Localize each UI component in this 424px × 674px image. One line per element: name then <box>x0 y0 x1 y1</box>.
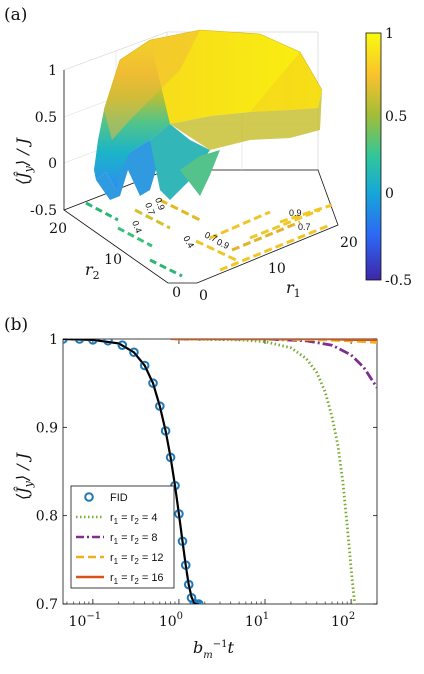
contour-label: 0.4 <box>130 219 144 234</box>
line-chart-b: 0.70.80.91 10−1 100 101 102 ⟨Ĵy⟩ / J bm−1t … <box>13 332 378 661</box>
y-tick-label: 0.9 <box>36 420 58 436</box>
legend-label-r12: r1 = r2 = 12 <box>110 552 164 566</box>
surface <box>94 29 323 200</box>
r2-tick-label: 10 <box>104 252 122 268</box>
y-tick-label: 0.8 <box>36 509 58 525</box>
z-tick-label: 1 <box>48 63 57 79</box>
contour-label: 0.7 <box>143 201 157 216</box>
fid-marker <box>148 378 158 388</box>
legend: FID r1 = r2 = 4 r1 = r2 = 8 r1 = r2 = 12… <box>70 485 175 589</box>
x-tick-label: 101 <box>245 611 269 630</box>
z-axis-label: ⟨Ĵy⟩ / J <box>13 136 35 185</box>
legend-label-fid: FID <box>110 492 128 504</box>
x-tick-label: 10−1 <box>69 611 102 630</box>
contour-label: 0.9 <box>215 237 231 251</box>
series-line-1 <box>178 339 357 604</box>
contour-label: 0.4 <box>181 234 196 250</box>
legend-label-r8: r1 = r2 = 8 <box>110 532 157 546</box>
fit-line <box>63 339 199 604</box>
panel-b-label: (b) <box>4 315 28 335</box>
contour-label: 0.9 <box>153 196 167 211</box>
series-group <box>63 339 377 604</box>
z-ticks: 1 0.5 0 -0.5 <box>30 63 57 219</box>
floor-contours <box>85 198 333 278</box>
y-tick-label: 0.7 <box>36 597 58 613</box>
legend-label-r16: r1 = r2 = 16 <box>110 572 164 586</box>
colorbar-tick: -0.5 <box>385 273 412 289</box>
r1-ticks: 0 10 20 <box>199 235 358 304</box>
contour-label: 0.7 <box>203 230 219 244</box>
r2-tick-label: 20 <box>49 221 67 237</box>
y-tick-label: 1 <box>49 332 58 348</box>
fid-marker <box>139 360 150 371</box>
contour-label: 0.9 <box>289 208 302 218</box>
x-tick-label: 102 <box>331 611 355 630</box>
colorbar-strip <box>365 32 382 281</box>
surface-3d-axes: 0.4 0.7 0.9 0.4 0.7 0.9 0.9 0.7 1 0.5 0 … <box>13 29 358 304</box>
fid-marker <box>193 599 204 604</box>
fid-marker <box>155 401 165 411</box>
r1-tick-label: 10 <box>268 261 286 277</box>
fid-marker <box>129 347 139 358</box>
legend-label-r4: r1 = r2 = 4 <box>110 512 157 526</box>
r1-tick-label: 20 <box>340 235 358 251</box>
colorbar: 1 0.5 0 -0.5 <box>365 26 412 289</box>
x-axis-label: bm−1t <box>193 638 234 661</box>
r2-tick-label: 0 <box>172 285 181 301</box>
colorbar-tick: 1 <box>385 26 394 42</box>
series-line-2 <box>178 339 377 389</box>
r1-tick-label: 0 <box>199 288 208 304</box>
r2-ticks: 20 10 0 <box>49 221 181 301</box>
y-axis-label: ⟨Ĵy⟩ / J <box>13 451 35 500</box>
y-ticks: 0.7 0.8 0.9 1 <box>36 332 377 613</box>
fid-marker <box>117 340 128 350</box>
z-tick-label: -0.5 <box>30 203 57 219</box>
series-line-4 <box>170 339 377 341</box>
r2-axis-label: r2 <box>85 260 100 282</box>
z-tick-label: 0 <box>48 156 57 172</box>
z-tick-label: 0.5 <box>35 110 57 126</box>
colorbar-tick: 0 <box>385 186 394 202</box>
contour-label: 0.7 <box>298 222 311 232</box>
x-tick-label: 100 <box>159 611 183 630</box>
colorbar-tick: 0.5 <box>385 109 407 125</box>
r1-axis-label: r1 <box>286 278 301 300</box>
legend-marker-fid <box>84 492 94 502</box>
panel-a-label: (a) <box>4 5 27 25</box>
legend-box <box>70 485 175 589</box>
